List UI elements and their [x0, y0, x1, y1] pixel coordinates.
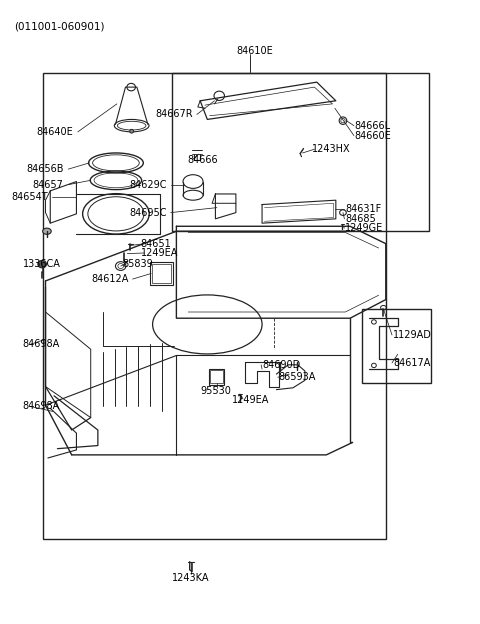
Text: 84698A: 84698A — [23, 339, 60, 349]
Ellipse shape — [43, 228, 51, 235]
Text: 84651: 84651 — [141, 238, 171, 249]
Bar — [43, 73, 386, 539]
Text: 86593A: 86593A — [279, 373, 316, 383]
Bar — [209, 369, 224, 384]
Text: 84690D: 84690D — [262, 360, 300, 370]
Bar — [152, 264, 171, 283]
Text: 84610E: 84610E — [237, 46, 273, 56]
Text: 84640E: 84640E — [36, 127, 73, 137]
Text: (011001-060901): (011001-060901) — [14, 21, 105, 31]
Text: 84685: 84685 — [345, 214, 376, 224]
Text: 84657: 84657 — [33, 180, 63, 190]
Text: 84666: 84666 — [187, 155, 218, 165]
Text: 84617A: 84617A — [393, 358, 430, 368]
Text: 95530: 95530 — [201, 386, 231, 396]
Text: 84629C: 84629C — [130, 180, 167, 190]
Text: 1249EA: 1249EA — [231, 395, 269, 405]
Text: 84698A: 84698A — [23, 401, 60, 411]
Text: 84666L: 84666L — [355, 120, 391, 130]
Text: 84654T: 84654T — [11, 192, 48, 202]
Bar — [172, 73, 429, 232]
Text: 84612A: 84612A — [91, 274, 129, 284]
Ellipse shape — [38, 260, 47, 268]
Text: 1243KA: 1243KA — [172, 573, 209, 583]
Text: 1249EA: 1249EA — [141, 248, 178, 258]
Text: 84667R: 84667R — [156, 109, 193, 119]
Bar — [210, 371, 223, 383]
Text: 1336CA: 1336CA — [23, 258, 60, 268]
Text: 1129AD: 1129AD — [393, 330, 432, 340]
Text: 84660E: 84660E — [355, 130, 392, 140]
Text: 85839: 85839 — [122, 258, 154, 268]
Text: 84695C: 84695C — [130, 208, 167, 218]
Text: 84656B: 84656B — [26, 164, 63, 174]
Text: 84631F: 84631F — [345, 205, 382, 215]
Text: 1249GE: 1249GE — [345, 223, 384, 233]
Ellipse shape — [130, 129, 133, 133]
Text: 1243HX: 1243HX — [312, 144, 351, 154]
Bar — [362, 309, 431, 383]
Bar — [150, 261, 173, 285]
